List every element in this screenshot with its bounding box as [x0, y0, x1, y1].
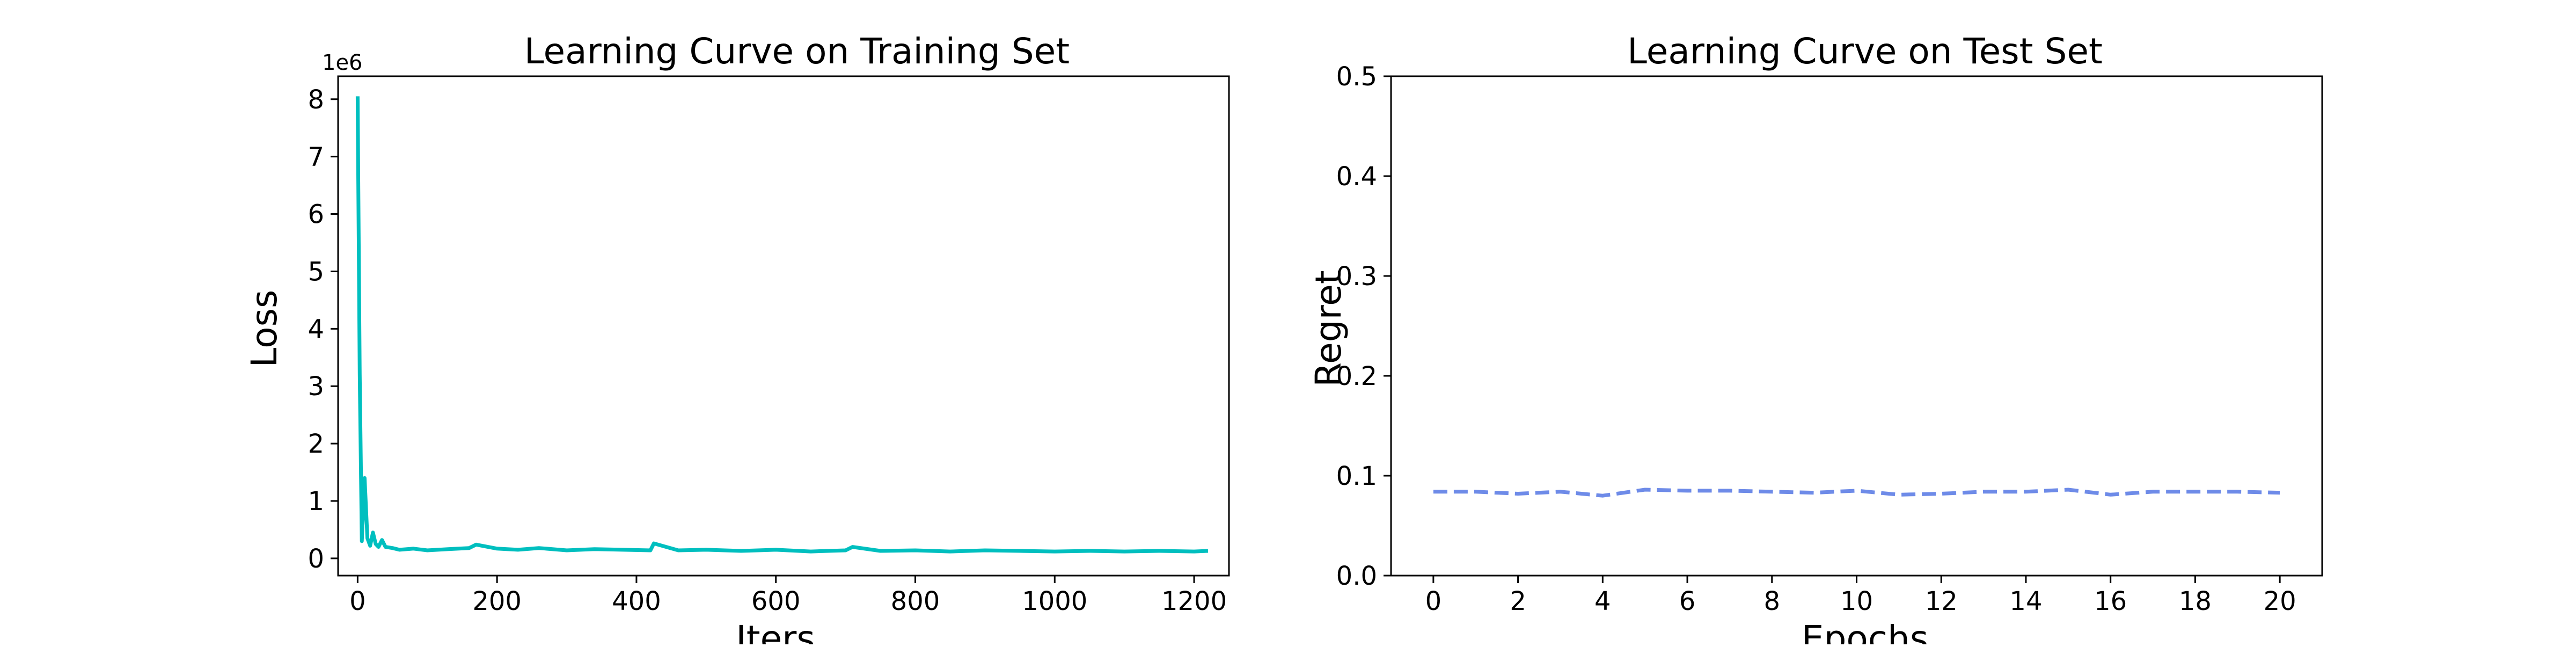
test-x-axis-label: Epochs	[1802, 618, 1928, 644]
training-x-tick-label: 600	[751, 586, 801, 616]
test-x-tick-label: 10	[1840, 586, 1873, 616]
training-y-tick-label: 1	[308, 486, 324, 517]
training-y-axis-label: Loss	[244, 290, 285, 368]
test-x-tick-label: 12	[1925, 586, 1958, 616]
training-chart-title: Learning Curve on Training Set	[524, 31, 1070, 72]
test-series-line	[1433, 488, 2280, 498]
training-y-tick-label: 4	[308, 314, 324, 344]
training-y-tick-label: 7	[308, 142, 324, 172]
training-x-tick-label: 1200	[1161, 586, 1227, 616]
training-y-tick-label: 8	[308, 85, 324, 115]
training-tick-layer: 0 200 400 600 800 1000 1200 0 1 2 3 4 5 6 7 8	[308, 85, 1227, 616]
test-y-tick-label: 0.5	[1336, 62, 1377, 92]
training-x-tick-label: 0	[349, 586, 366, 616]
test-x-tick-label: 8	[1763, 586, 1780, 616]
training-loss-chart: Learning Curve on Training Set 1e6 Loss …	[244, 31, 1230, 647]
training-series-line	[355, 96, 1209, 554]
training-x-tick-label: 400	[612, 586, 661, 616]
test-y-axis-label: Regret	[1308, 270, 1349, 387]
test-x-tick-label: 4	[1594, 586, 1611, 616]
test-axes-frame	[1390, 75, 2323, 577]
training-y-tick-label: 6	[308, 200, 324, 230]
test-tick-layer: 0 2 4 6 8 10 12 14 16 18 20 0.0 0.1 0.2 0.3 0.4 0.5	[1336, 62, 2296, 616]
test-chart-title: Learning Curve on Test Set	[1627, 31, 2103, 72]
test-x-tick-label: 20	[2264, 586, 2296, 616]
test-y-tick-label: 0.0	[1336, 561, 1377, 591]
test-x-tick-label: 16	[2094, 586, 2127, 616]
test-x-tick-label: 0	[1425, 586, 1442, 616]
training-x-axis-label: Iters	[736, 618, 815, 644]
test-y-tick-label: 0.3	[1336, 261, 1377, 292]
test-plot-area	[1433, 488, 2280, 498]
training-x-tick-label: 1000	[1022, 586, 1087, 616]
training-axes-frame	[337, 75, 1230, 577]
test-regret-chart: Learning Curve on Test Set Regret Epochs…	[1308, 31, 2323, 647]
test-x-tick-label: 2	[1510, 586, 1526, 616]
training-y-tick-label: 2	[308, 429, 324, 459]
test-y-tick-label: 0.2	[1336, 361, 1377, 391]
y-offset-label: 1e6	[322, 50, 363, 75]
training-x-tick-label: 800	[891, 586, 940, 616]
training-plot-area	[355, 96, 1209, 554]
test-y-tick-label: 0.4	[1336, 162, 1377, 192]
training-y-tick-label: 5	[308, 257, 324, 287]
test-x-tick-label: 14	[2009, 586, 2042, 616]
training-y-tick-label: 3	[308, 372, 324, 402]
training-y-tick-label: 0	[308, 544, 324, 574]
test-x-tick-label: 18	[2179, 586, 2212, 616]
test-y-tick-label: 0.1	[1336, 461, 1377, 491]
training-x-tick-label: 200	[472, 586, 522, 616]
test-x-tick-label: 6	[1679, 586, 1696, 616]
